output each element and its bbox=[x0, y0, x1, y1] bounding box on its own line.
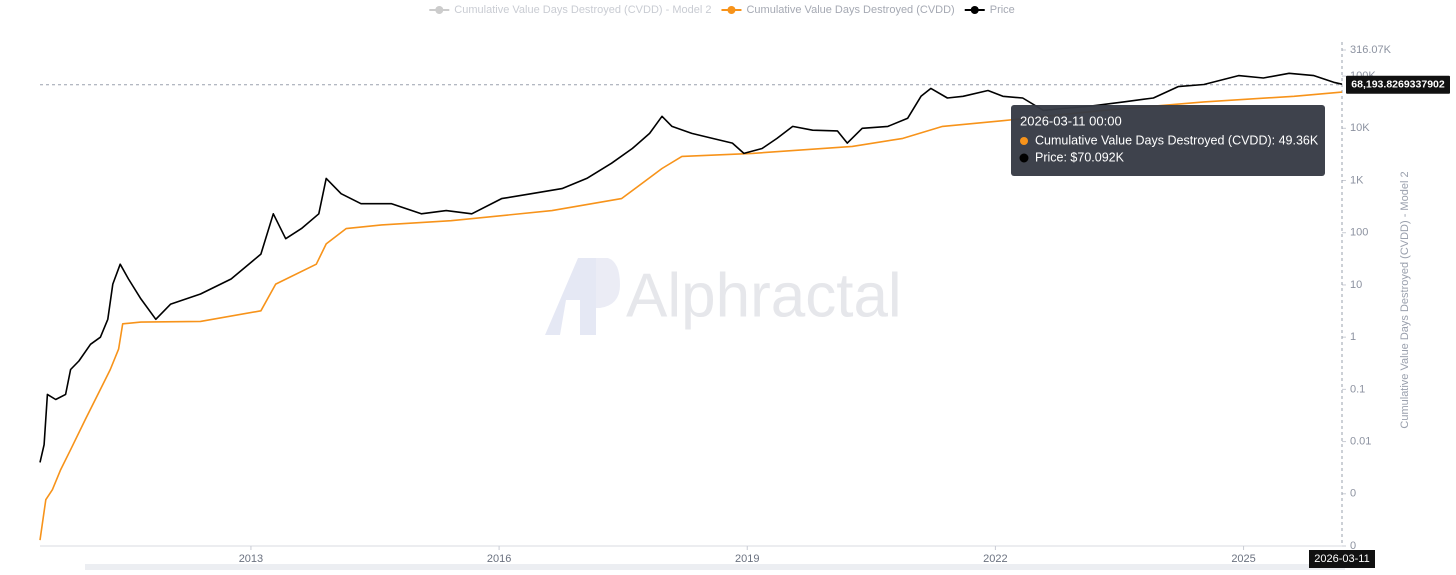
tooltip-marker bbox=[1019, 153, 1029, 163]
legend: Cumulative Value Days Destroyed (CVDD) -… bbox=[429, 4, 1015, 16]
y-tick-label: 100 bbox=[1350, 227, 1368, 239]
tooltip-marker bbox=[1020, 137, 1028, 145]
x-tick-label: 2016 bbox=[487, 553, 511, 565]
tooltip-row: Cumulative Value Days Destroyed (CVDD): … bbox=[1035, 133, 1319, 147]
y-tick-label: 1K bbox=[1350, 174, 1364, 186]
legend-item[interactable]: Cumulative Value Days Destroyed (CVDD) -… bbox=[429, 4, 711, 16]
legend-label: Cumulative Value Days Destroyed (CVDD) bbox=[746, 4, 954, 16]
y-tick-label: 10 bbox=[1350, 279, 1362, 291]
watermark-logo bbox=[596, 258, 620, 308]
y-tick-label: 1 bbox=[1350, 331, 1356, 343]
y-tick-label: 0.1 bbox=[1350, 383, 1365, 395]
legend-marker bbox=[727, 6, 736, 14]
crosshair-x-label-box bbox=[1309, 550, 1375, 568]
y-tick-label: 0.01 bbox=[1350, 435, 1371, 447]
x-tick-label: 2013 bbox=[239, 553, 263, 565]
y-tick-label: 316.07K bbox=[1350, 44, 1392, 56]
legend-label: Cumulative Value Days Destroyed (CVDD) -… bbox=[454, 4, 711, 16]
legend-marker bbox=[435, 6, 444, 14]
crosshair-label: 68,193.8269337902 bbox=[1346, 75, 1450, 94]
legend-item[interactable]: Cumulative Value Days Destroyed (CVDD) bbox=[721, 4, 955, 16]
scrollbar[interactable] bbox=[85, 564, 1345, 570]
x-tick-label: 2022 bbox=[983, 553, 1007, 565]
legend-label: Price bbox=[990, 4, 1015, 16]
legend-item[interactable]: Price bbox=[964, 4, 1015, 16]
crosshair-x-label-text: 2026-03-11 bbox=[1314, 553, 1369, 565]
watermark: Alphractal bbox=[545, 258, 902, 335]
crosshair-label-text: 68,193.8269337902 bbox=[1351, 79, 1445, 91]
tooltip-box bbox=[1011, 105, 1325, 176]
crosshair-label-box bbox=[1346, 75, 1450, 94]
tooltip-title: 2026-03-11 00:00 bbox=[1020, 113, 1122, 128]
tooltip-row: Price: $70.092K bbox=[1035, 150, 1125, 164]
y-tick-label: 0 bbox=[1350, 540, 1356, 552]
watermark-text: Alphractal bbox=[626, 261, 902, 330]
x-tick-label: 2025 bbox=[1231, 553, 1255, 565]
y-tick-label: 0 bbox=[1350, 488, 1356, 500]
tooltip: 2026-03-11 00:00 Cumulative Value Days De… bbox=[1011, 105, 1325, 176]
y-axis-title: Cumulative Value Days Destroyed (CVDD) -… bbox=[1399, 171, 1411, 428]
series-line bbox=[39, 91, 1343, 541]
watermark-logo bbox=[545, 258, 596, 335]
y-tick-label: 10K bbox=[1350, 122, 1370, 134]
legend-marker bbox=[970, 6, 979, 14]
x-tick-label: 2019 bbox=[735, 553, 759, 565]
